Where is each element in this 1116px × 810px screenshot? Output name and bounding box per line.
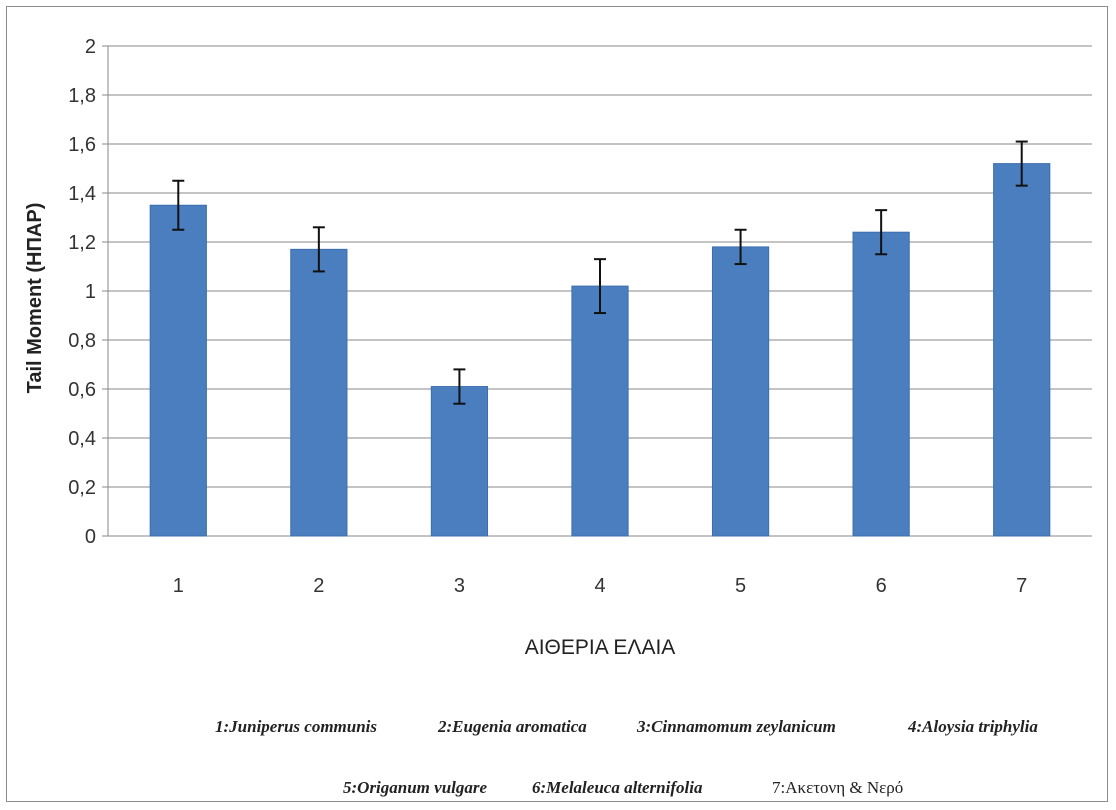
bar-1 — [149, 204, 207, 537]
x-tick-label: 6 — [876, 575, 887, 597]
bar-4 — [571, 285, 629, 537]
y-tick-label: 1,4 — [68, 183, 96, 205]
bar-7 — [993, 163, 1051, 537]
legend-item-4: 4:Aloysia triphylia — [908, 717, 1038, 736]
y-tick-label: 1,2 — [68, 232, 96, 254]
y-tick-label: 2 — [85, 36, 96, 58]
bars — [149, 163, 1051, 537]
x-tick-label: 2 — [313, 575, 324, 597]
y-tick-label: 1 — [85, 281, 96, 303]
legend-item-2: 2:Eugenia aromatica — [438, 717, 587, 736]
x-tick-labels: 1 2 3 4 5 6 7 — [173, 575, 1028, 597]
legend-item-5: 5:Origanum vulgare — [343, 778, 488, 797]
x-tick-label: 5 — [735, 575, 746, 597]
y-axis-title: Tail Moment (ΗΠΑΡ) — [24, 203, 46, 394]
gridlines — [108, 45, 1092, 488]
legend-item-3: 3:Cinnamomum zeylanicum — [637, 717, 836, 736]
bar-3 — [430, 386, 489, 537]
x-tick-label: 3 — [454, 575, 465, 597]
bar-2 — [290, 248, 348, 537]
legend-item-7: 7:Ακετονη & Νερό — [772, 778, 904, 797]
x-tick-label: 1 — [173, 575, 184, 597]
y-tick-label: 0 — [85, 526, 96, 548]
y-tick-label: 1,8 — [68, 85, 96, 107]
y-tick-label: 0,8 — [68, 330, 96, 352]
y-tick-label: 1,6 — [68, 134, 96, 156]
bar-5 — [711, 246, 770, 537]
y-tick-labels: 0 0,2 0,4 0,6 0,8 1 1,2 1,4 1,6 1,8 2 — [68, 36, 96, 548]
y-tick-label: 0,4 — [68, 428, 96, 450]
bar-6 — [852, 231, 910, 537]
y-tick-label: 0,2 — [68, 477, 96, 499]
x-tick-label: 7 — [1016, 575, 1027, 597]
y-tick-label: 0,6 — [68, 379, 96, 401]
x-axis-title: ΑΙΘΕΡΙΑ ΕΛΑΙΑ — [525, 636, 676, 659]
error-bars — [172, 140, 1028, 405]
x-tick-label: 4 — [594, 575, 605, 597]
legend-item-6: 6:Melaleuca alternifolia — [532, 778, 703, 797]
legend-item-1: 1:Juniperus communis — [215, 717, 378, 736]
